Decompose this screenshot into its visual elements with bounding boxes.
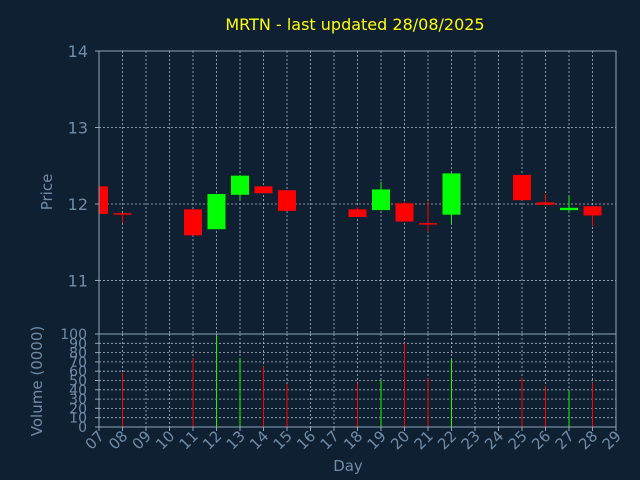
volume-tick-label: 20 [69, 401, 87, 417]
x-tick-label: 26 [528, 427, 554, 453]
candle-up [231, 175, 249, 195]
volume-tick-label: 0 [78, 420, 87, 436]
volume-bars [122, 335, 593, 427]
candle-down [278, 190, 296, 211]
x-tick-label: 23 [458, 427, 484, 453]
volume-tick-label: 40 [69, 383, 87, 399]
candle-down [536, 202, 555, 205]
candle-up [560, 207, 578, 211]
x-tick-label: 10 [152, 427, 178, 453]
x-tick-label: 19 [364, 427, 390, 453]
x-tick-label: 20 [387, 427, 413, 453]
chart-title: MRTN - last updated 28/08/2025 [225, 15, 484, 34]
candle-down [395, 203, 414, 222]
x-tick-label: 16 [293, 427, 319, 453]
volume-tick-label: 60 [69, 364, 87, 380]
x-tick-label: 08 [105, 427, 131, 453]
price-tick-label: 13 [68, 118, 88, 137]
volume-tick-label: 100 [60, 327, 87, 343]
volume-tick-label: 30 [69, 392, 87, 408]
price-candles [98, 173, 602, 236]
price-tick-label: 12 [68, 195, 88, 214]
volume-tick-label: 90 [69, 336, 87, 352]
x-tick-label: 13 [223, 427, 249, 453]
x-tick-label: 29 [599, 427, 625, 453]
candle-up [372, 189, 390, 211]
price-axis-label: Price [38, 174, 56, 211]
volume-tick-label: 70 [69, 355, 87, 371]
x-tick-label: 27 [552, 427, 578, 453]
x-tick-label: 15 [270, 427, 296, 453]
candle-down [419, 223, 437, 225]
x-tick-label: 14 [246, 427, 272, 453]
x-tick-label: 11 [176, 427, 202, 453]
candle-down [513, 174, 531, 201]
candle-down [583, 206, 602, 216]
price-tick-label: 14 [68, 42, 88, 61]
candle-down [254, 186, 273, 194]
price-tick-label: 11 [68, 271, 88, 290]
x-tick-label: 21 [411, 427, 437, 453]
candle-down [348, 209, 367, 217]
x-ticks: 0708091011121314151617181920212223242526… [82, 427, 625, 453]
volume-axis-label: Volume (0000) [28, 326, 46, 436]
candle-down [99, 186, 108, 214]
volume-tick-label: 10 [69, 411, 87, 427]
candle-up [207, 194, 226, 230]
x-tick-label: 22 [434, 427, 460, 453]
x-tick-label: 17 [317, 427, 343, 453]
x-tick-label: 09 [129, 427, 155, 453]
x-tick-label: 24 [481, 427, 507, 453]
price-y-ticks: 14 13 12 11 [68, 42, 99, 290]
x-axis-label: Day [333, 457, 363, 475]
volume-tick-label: 50 [69, 374, 87, 390]
candle-down [184, 209, 202, 236]
candle-up [442, 173, 461, 215]
volume-tick-label: 80 [69, 346, 87, 362]
x-tick-label: 25 [505, 427, 531, 453]
x-tick-label: 12 [199, 427, 225, 453]
x-tick-label: 18 [340, 427, 366, 453]
candle-down [113, 213, 132, 215]
x-tick-label: 28 [575, 427, 601, 453]
